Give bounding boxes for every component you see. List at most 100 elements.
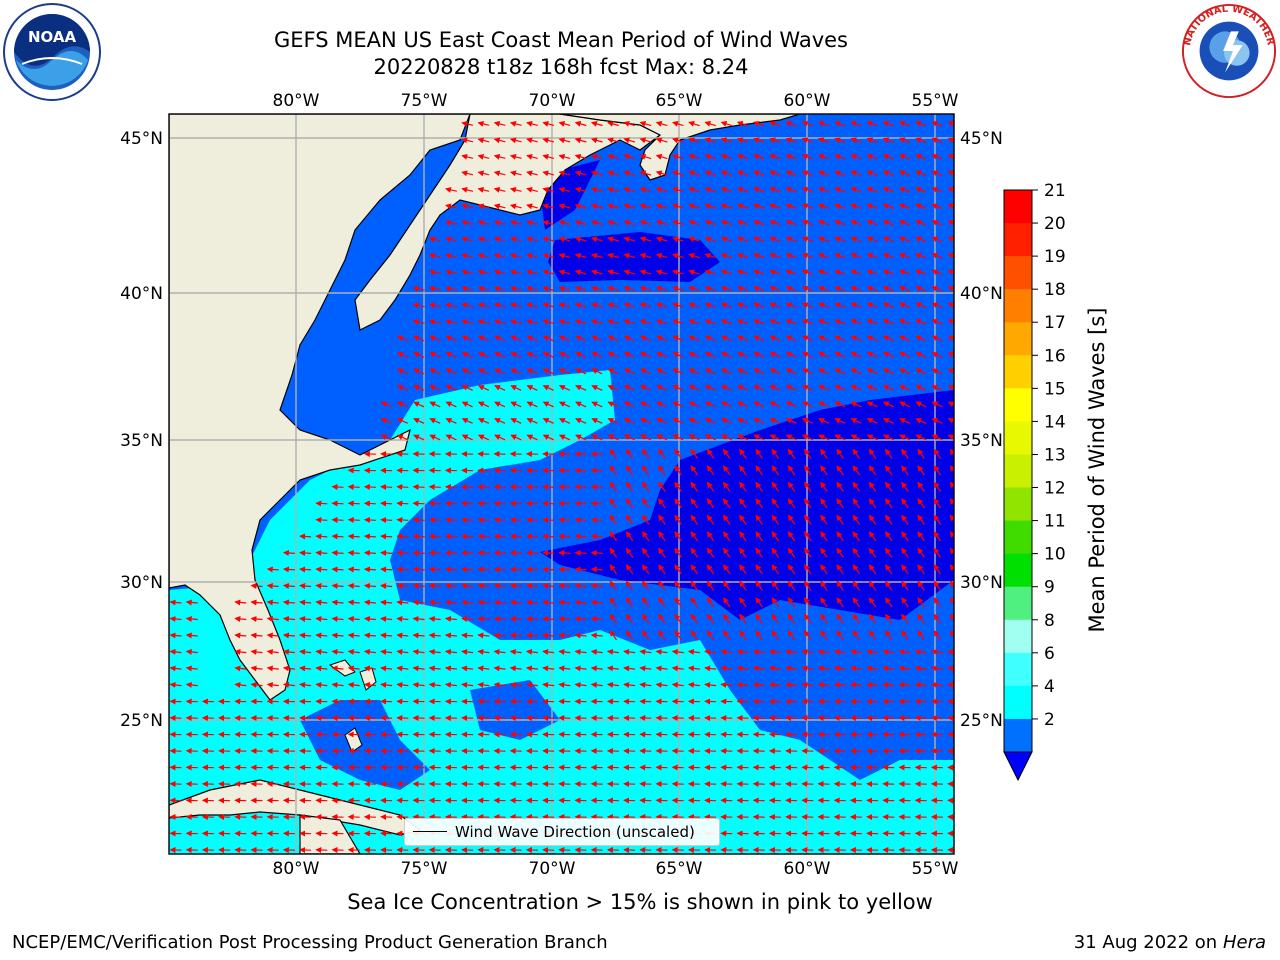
wind-wave-arrow xyxy=(607,186,619,193)
wind-wave-arrow xyxy=(510,352,522,358)
wind-wave-arrow xyxy=(723,465,731,476)
colorbar-tick-label: 21 xyxy=(1044,181,1066,201)
wind-wave-arrow xyxy=(639,335,652,342)
wind-wave-arrow xyxy=(428,516,441,523)
wind-wave-arrow xyxy=(445,302,457,309)
lon-tick-bottom: 75°W xyxy=(401,859,448,879)
wind-wave-arrow xyxy=(931,253,943,259)
wind-wave-arrow xyxy=(558,285,571,292)
wind-wave-arrow xyxy=(801,170,814,177)
lat-tick-left: 30°N xyxy=(120,573,163,593)
wind-wave-arrow xyxy=(834,319,846,325)
wind-wave-arrow xyxy=(801,302,814,309)
wind-wave-arrow xyxy=(510,434,522,441)
wind-wave-arrow xyxy=(542,302,555,309)
wind-wave-arrow xyxy=(933,448,942,459)
wind-wave-arrow xyxy=(898,286,911,292)
wind-wave-arrow xyxy=(574,120,587,127)
wind-wave-arrow xyxy=(575,335,587,342)
wind-wave-arrow xyxy=(607,203,619,210)
wind-wave-arrow xyxy=(882,137,895,144)
wind-wave-arrow xyxy=(931,121,943,127)
wind-wave-arrow xyxy=(739,448,747,459)
wind-wave-arrow xyxy=(720,154,733,160)
wind-wave-arrow xyxy=(755,465,763,476)
wind-wave-arrow xyxy=(396,549,409,556)
wind-wave-arrow xyxy=(461,418,473,424)
wind-wave-arrow xyxy=(868,448,877,459)
wind-wave-arrow xyxy=(542,137,555,144)
wind-wave-arrow xyxy=(477,219,490,226)
wind-wave-arrow xyxy=(445,434,457,441)
wind-wave-arrow xyxy=(380,401,392,408)
wind-wave-arrow xyxy=(477,203,490,210)
wind-wave-arrow xyxy=(769,385,781,391)
wind-wave-arrow xyxy=(866,269,878,276)
wind-wave-arrow xyxy=(866,302,878,309)
wind-wave-arrow xyxy=(688,286,700,292)
wind-wave-arrow xyxy=(542,219,555,226)
wind-wave-arrow xyxy=(623,236,636,243)
wind-wave-arrow xyxy=(882,302,895,309)
wind-wave-arrow xyxy=(315,533,328,540)
wind-wave-arrow xyxy=(672,302,684,309)
wind-wave-arrow xyxy=(526,137,538,144)
wind-wave-arrow xyxy=(882,269,895,276)
wind-wave-arrow xyxy=(769,269,781,276)
wind-wave-arrow xyxy=(574,500,587,507)
wind-wave-arrow xyxy=(785,137,797,144)
wind-wave-arrow xyxy=(461,500,474,507)
wind-wave-arrow xyxy=(429,352,441,358)
wind-wave-arrow xyxy=(509,137,522,144)
wind-wave-arrow xyxy=(931,187,943,193)
wind-wave-arrow xyxy=(915,368,927,375)
wind-wave-arrow xyxy=(574,252,587,259)
wind-wave-arrow xyxy=(931,154,943,160)
wind-wave-arrow xyxy=(785,385,797,391)
wind-wave-arrow xyxy=(558,516,571,523)
wind-wave-arrow xyxy=(542,549,555,556)
noaa-logo-text: NOAA xyxy=(28,28,77,46)
wind-wave-arrow xyxy=(542,153,555,160)
wind-wave-arrow xyxy=(850,418,862,424)
wind-wave-arrow xyxy=(396,533,409,540)
wind-wave-arrow xyxy=(558,352,571,358)
wind-wave-arrow xyxy=(785,269,797,276)
wind-wave-arrow xyxy=(704,352,716,358)
land-us-east xyxy=(169,114,471,701)
wind-wave-arrow xyxy=(688,302,700,309)
wind-wave-arrow xyxy=(769,434,781,441)
wind-wave-arrow xyxy=(882,368,895,375)
colorbar-segment xyxy=(1004,421,1032,455)
wind-wave-arrow xyxy=(898,187,911,193)
wind-wave-arrow xyxy=(623,318,636,325)
wind-wave-arrow xyxy=(590,252,603,259)
wind-wave-arrow xyxy=(656,434,668,441)
wind-wave-arrow xyxy=(866,319,878,325)
wind-wave-arrow xyxy=(607,368,619,375)
wind-wave-arrow xyxy=(642,465,650,476)
wind-wave-arrow xyxy=(834,253,846,259)
wind-wave-arrow xyxy=(591,352,603,358)
wind-wave-arrow xyxy=(542,203,555,210)
wind-wave-arrow xyxy=(542,500,555,507)
wind-wave-arrow xyxy=(898,253,911,259)
wind-wave-arrow xyxy=(769,335,781,342)
wind-wave-arrow xyxy=(898,154,911,160)
wind-wave-arrow xyxy=(623,368,635,375)
wind-wave-arrow xyxy=(655,120,668,127)
wind-wave-arrow xyxy=(882,170,895,177)
wind-wave-arrow xyxy=(672,418,684,424)
wind-wave-arrow xyxy=(331,566,344,573)
wind-wave-arrow xyxy=(558,418,571,424)
wind-wave-arrow xyxy=(915,335,927,342)
wind-wave-arrow xyxy=(590,566,603,573)
wind-wave-arrow xyxy=(428,236,441,243)
wind-wave-arrow xyxy=(493,203,506,210)
colorbar-segment xyxy=(1004,190,1032,224)
wind-wave-arrow xyxy=(917,448,925,459)
wind-wave-arrow xyxy=(413,434,425,441)
wind-wave-arrow xyxy=(915,269,927,276)
wind-wave-arrow xyxy=(575,418,587,424)
